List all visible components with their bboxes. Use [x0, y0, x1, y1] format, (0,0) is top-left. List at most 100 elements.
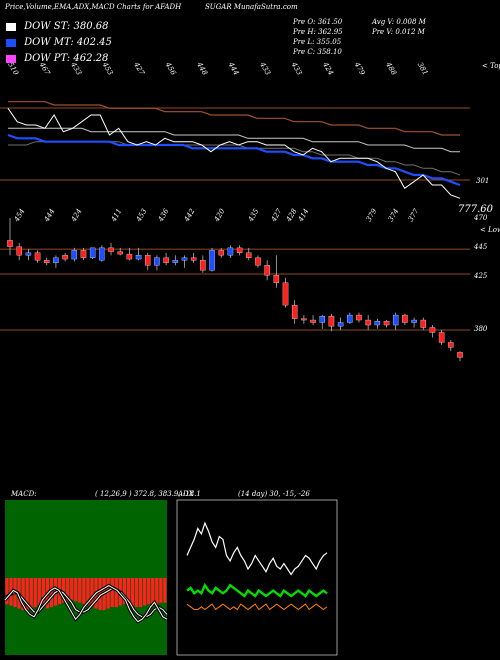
candle-body: [163, 257, 169, 263]
candle-body: [154, 257, 160, 266]
candle-body: [420, 319, 427, 328]
candle-body: [71, 250, 78, 260]
macd-hist-bar: [78, 578, 82, 603]
candle-body: [7, 240, 13, 247]
avg-volume: Avg V: 0.008 M: [372, 18, 426, 26]
macd-hist-bar: [33, 578, 37, 608]
candle-body: [301, 318, 307, 321]
legend-label-st: DOW ST: 380.68: [24, 21, 109, 32]
candle-body: [273, 275, 280, 283]
peak-label: 488: [384, 60, 398, 77]
macd-background: [5, 500, 167, 655]
adx-panel: [176, 499, 338, 656]
candle-body: [392, 314, 399, 326]
trough-label: 420: [212, 207, 226, 224]
candle-body: [356, 314, 362, 321]
tops-tag: < Tops: [482, 62, 500, 70]
candle-body: [402, 314, 408, 323]
peak-label: 433: [69, 60, 83, 77]
legend-item-dow-pt: DOW PT: 462.28: [6, 48, 112, 64]
ema-panel: 510 467 433 453 427 456 448 444 433 433 424 479 488 3…: [0, 60, 470, 199]
candle-body: [337, 322, 344, 327]
candle-body: [43, 260, 50, 263]
candle-body: [126, 253, 133, 260]
macd-hist-bar: [114, 578, 118, 608]
macd-hist-bar: [106, 578, 110, 609]
candle-body: [411, 319, 417, 323]
series-line-ema-fast: [7, 133, 461, 187]
candle-body: [34, 252, 41, 261]
candle-body: [374, 321, 381, 326]
candle-body: [99, 247, 105, 261]
candle-body: [255, 257, 261, 266]
macd-hist-bar: [21, 578, 25, 610]
level-445: 445: [474, 243, 488, 251]
macd-hist-bar: [74, 578, 78, 602]
macd-values: ( 12,26,9 ) 372.8, 383.9, -18.1: [95, 490, 201, 498]
candle-body: [209, 250, 215, 271]
peak-label: 424: [321, 60, 335, 76]
macd-hist-bar: [41, 578, 45, 608]
legend-swatch-st: [6, 22, 16, 31]
trough-label: 435: [246, 207, 260, 224]
peak-label: 427: [132, 60, 146, 77]
prev-volume: Pre V: 0.012 M: [372, 28, 425, 36]
level-470: 470: [474, 214, 488, 222]
minus-di-line: [186, 603, 328, 611]
candle-body: [227, 247, 234, 256]
legend-swatch-pt: [6, 54, 16, 63]
candle-body: [16, 246, 22, 256]
macd-hist-bar: [155, 578, 159, 605]
candle-body: [383, 321, 390, 326]
trough-label: 428: [284, 207, 298, 224]
macd-hist-bar: [90, 578, 94, 608]
macd-hist-bar: [159, 578, 163, 603]
macd-hist-bar: [126, 578, 131, 605]
series-line-ema-long: [8, 101, 460, 136]
legend: DOW ST: 380.68 DOW MT: 402.45 DOW PT: 46…: [6, 16, 112, 64]
level-380: 380: [474, 325, 488, 333]
trough-label: 424: [69, 207, 83, 223]
peak-label: 456: [163, 60, 177, 77]
candle-body: [80, 250, 87, 258]
candle-body: [448, 342, 454, 348]
series-line-close: [7, 108, 461, 199]
legend-label-pt: DOW PT: 462.28: [24, 53, 109, 64]
trough-label: 453: [134, 207, 148, 224]
peak-label: 433: [289, 60, 303, 77]
candle-body: [264, 265, 270, 276]
macd-hist-bar: [49, 578, 54, 608]
adx-label: ADX: [178, 490, 194, 498]
peak-label: 381: [416, 61, 430, 77]
trough-label: 442: [182, 207, 196, 224]
macd-hist-bar: [151, 578, 155, 605]
peak-label: 453: [100, 60, 114, 77]
candle-body: [53, 257, 59, 263]
peak-label: 448: [195, 60, 209, 77]
trough-label: 444: [42, 207, 56, 223]
candle-body: [200, 260, 206, 271]
prev-close: Pre C: 358.10: [293, 48, 342, 56]
peak-label: 467: [37, 60, 51, 77]
candle-body: [457, 352, 463, 358]
trough-label: 377: [407, 207, 421, 223]
level-425: 425: [474, 272, 488, 280]
macd-label: MACD:: [11, 490, 37, 498]
trough-label: 436: [156, 207, 170, 224]
trough-label: 414: [296, 207, 310, 223]
candle-body: [347, 314, 353, 323]
adx-background: [176, 499, 338, 656]
candle-body: [291, 304, 298, 319]
peak-label: 510: [6, 61, 20, 77]
candle-body: [282, 282, 289, 306]
legend-item-dow-mt: DOW MT: 402.45: [6, 32, 112, 48]
macd-panel: [3, 500, 169, 655]
candle-body: [438, 332, 445, 343]
legend-label-mt: DOW MT: 402.45: [24, 37, 112, 48]
macd-hist-bar: [62, 578, 66, 603]
adx-values: (14 day) 30, -15, -26: [238, 490, 310, 498]
macd-hist-bar: [143, 578, 147, 606]
macd-hist-bar: [134, 578, 139, 608]
prev-high: Pre H: 362.95: [293, 28, 343, 36]
